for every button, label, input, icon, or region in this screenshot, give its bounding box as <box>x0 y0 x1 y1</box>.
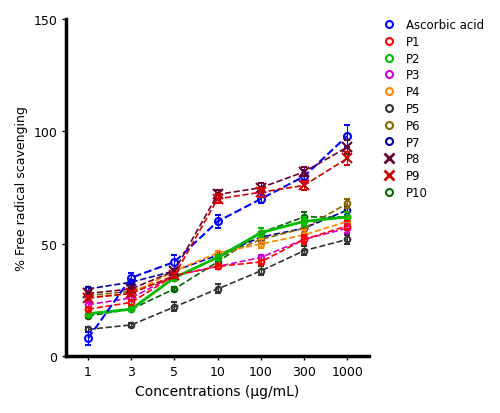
Y-axis label: % Free radical scavenging: % Free radical scavenging <box>15 106 28 271</box>
Legend: Ascorbic acid, P1, P2, P3, P4, P5, P6, P7, P8, P9, P10: Ascorbic acid, P1, P2, P3, P4, P5, P6, P… <box>378 19 484 199</box>
X-axis label: Concentrations (μg/mL): Concentrations (μg/mL) <box>136 384 300 398</box>
